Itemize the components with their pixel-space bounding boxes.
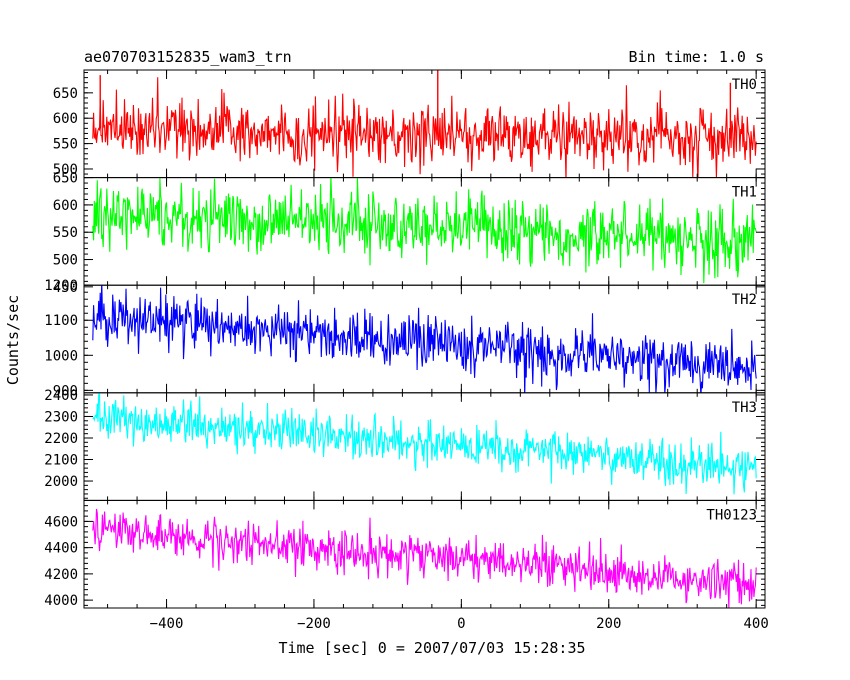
bin-time-label: Bin time: 1.0 s xyxy=(629,48,764,66)
panel-label-th0123: TH0123 xyxy=(706,507,757,523)
x-tick-label: −400 xyxy=(150,616,184,632)
y-tick-label: 450 xyxy=(53,280,78,296)
y-tick-label: 1100 xyxy=(44,313,78,329)
y-axis-label: Counts/sec xyxy=(4,295,22,385)
series-line-th0 xyxy=(92,77,757,178)
panel-th0: 500 550 600 650 TH0 xyxy=(53,69,766,179)
plot-title: ae070703152835_wam3_trn xyxy=(84,48,292,66)
series-line-th1 xyxy=(92,177,757,284)
y-tick-label: 2300 xyxy=(44,409,78,425)
series-line-th0123 xyxy=(92,508,757,608)
y-tick-label: 550 xyxy=(53,137,78,153)
series-line-th3 xyxy=(92,392,757,495)
y-tick-label: 4600 xyxy=(44,514,78,530)
y-tick-label: 2000 xyxy=(44,474,78,490)
series-line-th2 xyxy=(92,285,757,393)
panel-label-th2: TH2 xyxy=(732,292,757,308)
panels-group: 500 550 600 650 TH0 450 500 550 600 650 TH1 900 1000… xyxy=(44,69,769,632)
x-tick-label: 0 xyxy=(457,616,465,632)
y-tick-label: 650 xyxy=(53,171,78,187)
y-tick-label: 4000 xyxy=(44,593,78,609)
y-tick-label: 500 xyxy=(53,162,78,178)
x-tick-label: −200 xyxy=(297,616,331,632)
panel-label-th1: TH1 xyxy=(732,185,757,201)
x-tick-label: 400 xyxy=(744,616,769,632)
panel-label-th3: TH3 xyxy=(732,400,757,416)
y-tick-label: 600 xyxy=(53,111,78,127)
y-tick-label: 4200 xyxy=(44,567,78,583)
y-tick-label: 1000 xyxy=(44,348,78,364)
y-tick-label: 600 xyxy=(53,198,78,214)
y-tick-label: 2400 xyxy=(44,388,78,404)
y-tick-label: 4400 xyxy=(44,541,78,557)
x-tick-label: 200 xyxy=(596,616,621,632)
panel-th1: 450 500 550 600 650 TH1 xyxy=(53,171,766,296)
y-tick-label: 550 xyxy=(53,225,78,241)
panel-th0123: 4000 4200 4400 4600 TH0123 −400 −200 0 200 400 xyxy=(44,499,769,632)
panel-th2: 900 1000 1100 1200 TH2 xyxy=(44,278,766,399)
panel-th3: 2000 2100 2200 2300 2400 TH3 xyxy=(44,388,766,501)
y-tick-label: 500 xyxy=(53,253,78,269)
y-tick-label: 2100 xyxy=(44,453,78,469)
y-tick-label: 900 xyxy=(53,383,78,399)
panel-frame-th0123 xyxy=(83,499,766,609)
y-tick-label: 650 xyxy=(53,86,78,102)
panel-label-th0: TH0 xyxy=(732,77,757,93)
x-axis-label: Time [sec] 0 = 2007/07/03 15:28:35 xyxy=(278,639,585,657)
y-tick-label: 1200 xyxy=(44,278,78,294)
y-tick-label: 2200 xyxy=(44,431,78,447)
